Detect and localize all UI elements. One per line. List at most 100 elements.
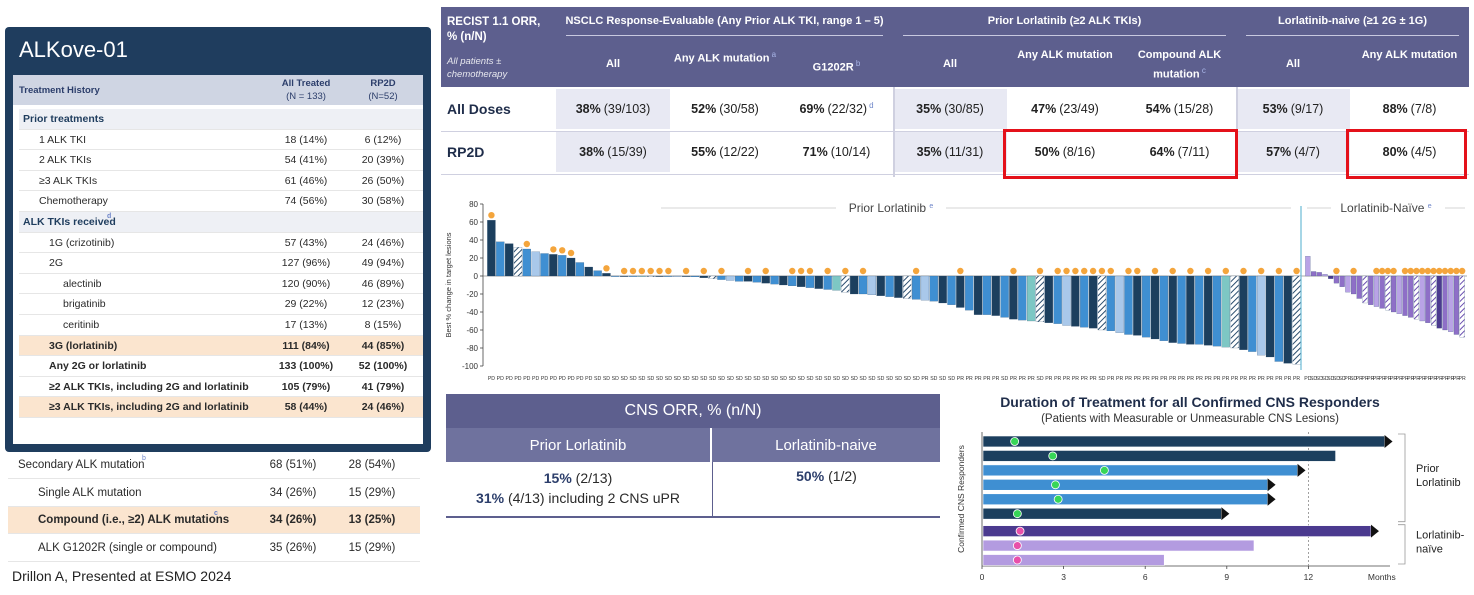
response-label: PR xyxy=(1401,376,1408,382)
bar xyxy=(761,275,770,284)
response-label: SD xyxy=(1333,376,1340,382)
response-label: PR xyxy=(1407,376,1414,382)
column-header: Compound ALK mutation c xyxy=(1123,47,1236,83)
dot-marker xyxy=(1010,267,1017,275)
response-label: PR xyxy=(1151,376,1158,382)
dot-marker xyxy=(638,267,646,275)
orr-cell: 35% (30/85) xyxy=(893,89,1007,129)
response-marker xyxy=(1048,451,1058,461)
response-marker xyxy=(1012,509,1022,519)
bar xyxy=(903,275,912,299)
table-row: 2G 127 (96%) 49 (94%) xyxy=(19,253,423,274)
response-label: SD xyxy=(824,376,831,382)
alkove-panel: ALKove-01 Treatment History All Treated (N… xyxy=(5,27,431,452)
bar xyxy=(637,275,646,277)
column-sup: c xyxy=(1199,66,1206,75)
response-label: PD xyxy=(585,376,592,382)
dot-marker xyxy=(957,267,964,275)
row-value-rp2d: 52 (100%) xyxy=(358,360,408,373)
response-marker xyxy=(1051,480,1060,490)
bar xyxy=(1436,275,1442,329)
dot-marker xyxy=(824,267,831,275)
column-label: G1202R xyxy=(812,61,854,74)
dot-marker xyxy=(567,249,575,257)
orr-frac: (39/103) xyxy=(603,102,651,116)
bar xyxy=(611,275,620,277)
corner-note: All patients ± chemotherapy xyxy=(447,56,508,80)
bar xyxy=(531,251,540,277)
row-value-rp2d: 13 (25%) xyxy=(348,514,396,526)
bar xyxy=(1385,275,1391,311)
bar xyxy=(655,275,664,277)
response-label: SD xyxy=(797,376,804,382)
dot-marker xyxy=(1413,267,1420,275)
dot-marker xyxy=(1204,267,1212,275)
column-header: All xyxy=(556,56,670,72)
bar xyxy=(1035,275,1045,323)
ongoing-arrow xyxy=(1267,478,1276,492)
orr-pct: 38% xyxy=(579,145,605,159)
dot-marker xyxy=(1089,267,1097,275)
row-value-rp2d: 24 (46%) xyxy=(361,401,405,414)
bar xyxy=(1195,275,1204,345)
group-bracket xyxy=(1398,433,1406,523)
row-value-all: 58 (44%) xyxy=(284,401,328,414)
highlight-box xyxy=(1003,129,1238,179)
y-tick-label: 60 xyxy=(469,218,478,227)
dot-marker xyxy=(1134,267,1141,275)
response-label: PR xyxy=(1447,376,1454,382)
bar xyxy=(832,275,841,291)
dot-marker xyxy=(1081,267,1088,275)
responder-bar xyxy=(982,539,1255,552)
dot-marker xyxy=(1293,267,1300,275)
cns-orr-title: CNS ORR, % (n/N) xyxy=(446,394,940,428)
dot-marker xyxy=(1447,267,1454,275)
response-label: SD xyxy=(948,376,955,382)
orr-frac: (10/14) xyxy=(830,145,871,159)
bar xyxy=(947,275,956,305)
orr-frac: (23/49) xyxy=(1059,102,1099,116)
row-value-rp2d: 8 (15%) xyxy=(364,319,402,331)
table-row: Single ALK mutation 34 (26%) 15 (29%) xyxy=(8,480,420,507)
response-label: SD xyxy=(939,376,946,382)
row-value-rp2d: 46 (89%) xyxy=(361,277,405,290)
dot-marker xyxy=(620,267,628,275)
dot-marker xyxy=(1378,267,1386,275)
response-label: PR xyxy=(1240,376,1247,382)
x-axis-label: Months xyxy=(1368,572,1396,582)
bar xyxy=(1379,275,1385,309)
response-label: PR xyxy=(1390,376,1397,382)
response-label: SD xyxy=(665,376,672,382)
orr-pct: 69% xyxy=(799,102,825,116)
response-label: SD xyxy=(904,376,911,382)
bar xyxy=(735,275,744,282)
row-label: ≥2 ALK TKIs, including 2G and lorlatinib xyxy=(49,380,249,393)
row-value-all: 57 (43%) xyxy=(284,236,328,249)
bar xyxy=(487,220,496,277)
row-sup: c xyxy=(214,510,218,517)
bar xyxy=(1027,275,1036,322)
dot-marker xyxy=(912,267,920,275)
bar xyxy=(1396,275,1402,314)
bar xyxy=(779,275,788,286)
orr-pct: 53% xyxy=(1262,102,1288,116)
response-label: PR xyxy=(1063,376,1070,382)
response-label: PR xyxy=(1249,376,1256,382)
group-label-sup: e xyxy=(929,203,933,210)
waterfall-chart: -100 -80 -60 -40 -20 0 20 40 60 80 Best % change i… xyxy=(444,200,1467,382)
dot-marker xyxy=(1333,267,1340,275)
row-label: ≥3 ALK TKIs xyxy=(39,174,98,187)
row-value-all: 111 (84%) xyxy=(282,339,330,352)
x-tick-label: 9 xyxy=(1224,572,1229,582)
bar xyxy=(823,275,832,290)
bar xyxy=(788,275,797,286)
dot-marker xyxy=(1054,267,1061,275)
bar xyxy=(894,275,903,298)
bar xyxy=(593,270,602,277)
row-value-rp2d: 30 (58%) xyxy=(361,195,405,208)
bar xyxy=(1368,275,1374,305)
orr-cell: 80% (4/5) xyxy=(1350,132,1469,172)
bar xyxy=(575,262,585,277)
group-header: Lorlatinib-naive (≥1 2G ± 1G) xyxy=(1278,15,1427,27)
orr-cell: 69% (22/32) d xyxy=(780,89,893,129)
